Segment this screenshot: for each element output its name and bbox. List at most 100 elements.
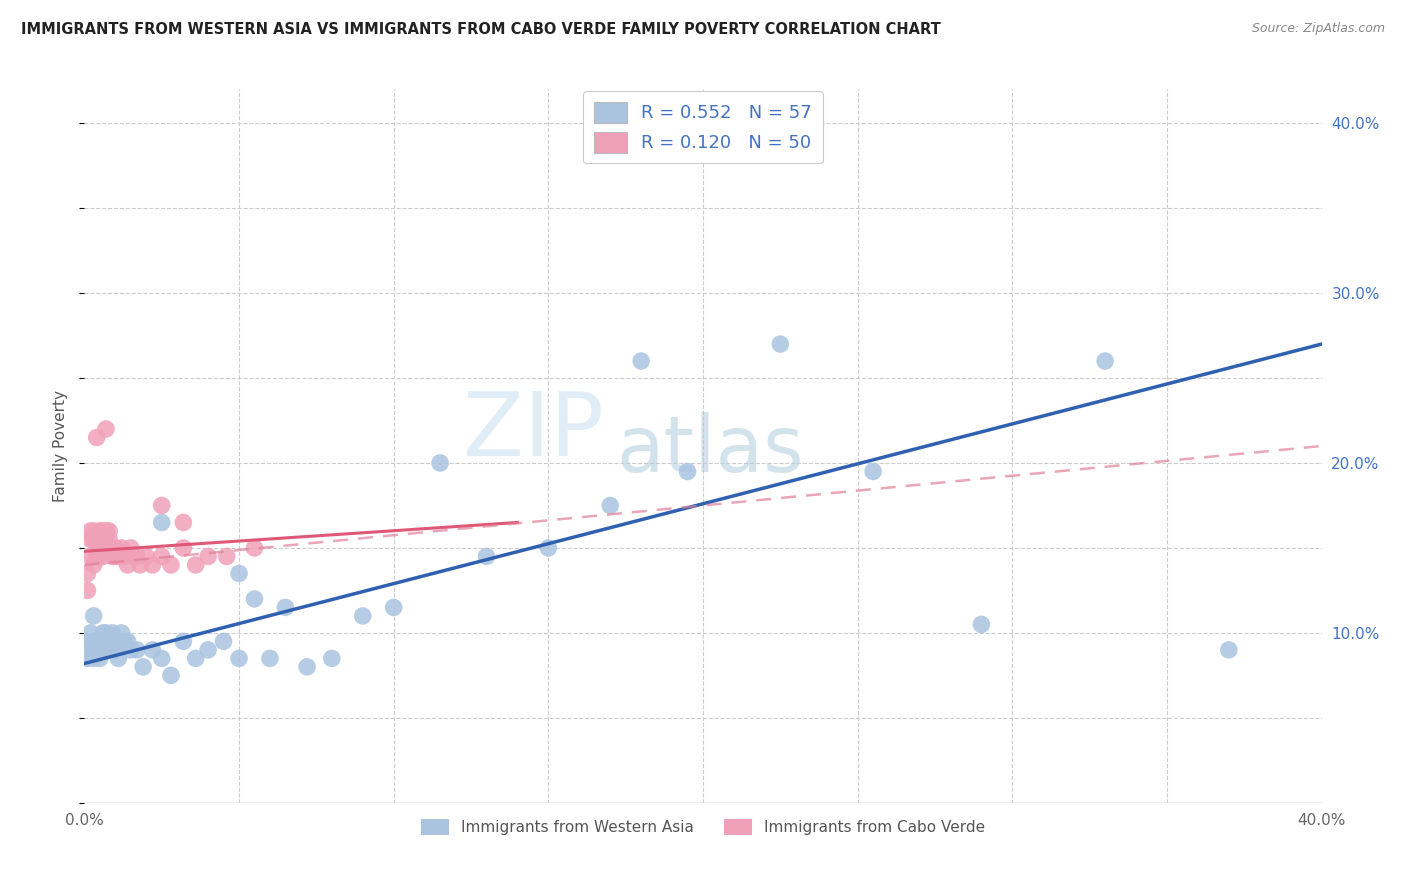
Point (125, 549, 148, 564)
Point (125, 643, 148, 657)
Point (94, 541, 117, 555)
Point (117, 634, 139, 648)
Text: IMMIGRANTS FROM WESTERN ASIA VS IMMIGRANTS FROM CABO VERDE FAMILY POVERTY CORREL: IMMIGRANTS FROM WESTERN ASIA VS IMMIGRAN… (21, 22, 941, 37)
Point (114, 549, 136, 564)
Y-axis label: Family Poverty: Family Poverty (53, 390, 69, 502)
Point (150, 651, 173, 665)
Text: ZIP: ZIP (463, 388, 605, 475)
Point (89, 524, 111, 538)
Point (150, 549, 173, 564)
Point (94, 422, 117, 436)
Point (79, 533, 101, 547)
Point (122, 549, 145, 564)
Point (172, 634, 194, 648)
Point (94, 643, 117, 657)
Point (274, 600, 297, 615)
Point (86, 643, 108, 657)
Point (120, 541, 142, 555)
Point (172, 541, 194, 555)
Point (1094, 354, 1116, 368)
Point (89, 651, 111, 665)
Text: Source: ZipAtlas.com: Source: ZipAtlas.com (1251, 22, 1385, 36)
Point (83, 608, 105, 623)
Point (79, 626, 101, 640)
Point (91, 541, 114, 555)
Point (537, 541, 560, 555)
Point (86, 533, 108, 547)
Point (86, 533, 108, 547)
Point (862, 465, 884, 479)
Point (321, 651, 343, 665)
Point (83, 524, 105, 538)
Point (1218, 643, 1240, 657)
Point (94, 533, 117, 547)
Point (91, 626, 114, 640)
Point (769, 337, 792, 351)
Point (89, 634, 111, 648)
Point (150, 499, 173, 513)
Legend: Immigrants from Western Asia, Immigrants from Cabo Verde: Immigrants from Western Asia, Immigrants… (415, 814, 991, 841)
Point (475, 549, 498, 564)
Point (98, 634, 121, 648)
Point (110, 541, 132, 555)
Point (135, 549, 157, 564)
Point (86, 549, 108, 564)
Point (429, 456, 451, 470)
Point (630, 354, 652, 368)
Point (243, 591, 266, 606)
Point (676, 465, 699, 479)
Point (117, 558, 139, 572)
Point (107, 549, 129, 564)
Point (104, 634, 127, 648)
Point (101, 626, 124, 640)
Point (76, 566, 98, 581)
Point (599, 499, 621, 513)
Point (104, 541, 127, 555)
Point (382, 600, 405, 615)
Point (129, 558, 152, 572)
Point (91, 549, 114, 564)
Point (197, 643, 219, 657)
Point (970, 617, 993, 632)
Point (98, 643, 121, 657)
Point (91, 524, 114, 538)
Point (110, 626, 132, 640)
Point (228, 566, 250, 581)
Point (86, 430, 108, 444)
Point (141, 558, 163, 572)
Point (89, 533, 111, 547)
Point (243, 541, 266, 555)
Point (160, 668, 183, 682)
Text: atlas: atlas (616, 411, 804, 488)
Point (150, 516, 173, 530)
Point (101, 549, 124, 564)
Point (104, 549, 127, 564)
Point (79, 549, 101, 564)
Point (83, 651, 105, 665)
Point (101, 541, 124, 555)
Point (91, 533, 114, 547)
Point (228, 651, 250, 665)
Point (114, 634, 136, 648)
Point (94, 524, 117, 538)
Point (197, 549, 219, 564)
Point (79, 524, 101, 538)
Point (295, 660, 318, 674)
Point (215, 549, 238, 564)
Point (83, 558, 105, 572)
Point (132, 660, 155, 674)
Point (76, 583, 98, 598)
Point (184, 651, 207, 665)
Point (98, 541, 121, 555)
Point (86, 634, 108, 648)
Point (89, 549, 111, 564)
Point (184, 558, 207, 572)
Point (76, 651, 98, 665)
Point (83, 533, 105, 547)
Point (94, 634, 117, 648)
Point (98, 533, 121, 547)
Point (160, 558, 183, 572)
Point (107, 651, 129, 665)
Point (89, 541, 111, 555)
Point (172, 516, 194, 530)
